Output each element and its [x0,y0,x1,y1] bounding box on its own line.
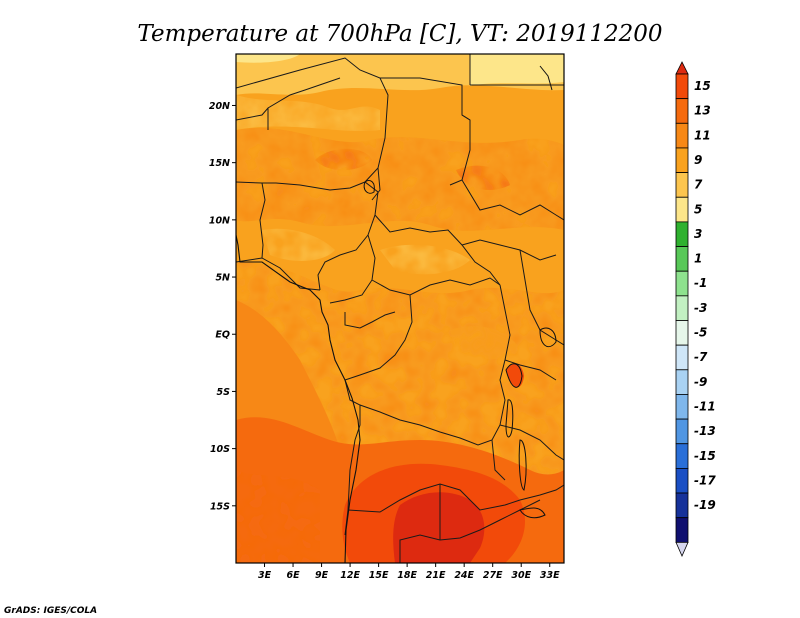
x-tick-label: 18E [397,570,417,581]
x-tick-label: 27E [483,570,503,581]
colorbar-cell [675,246,689,272]
colorbar-cell [675,73,689,100]
colorbar-label: -5 [694,326,707,340]
colorbar: 15 13 11 9 7 5 3 1 -1 -3 -5 -7 -9 -11 -13 -15 -17 -19 [675,61,716,557]
x-tick-label: 3E [258,570,272,581]
y-tick-label: 5N [215,273,230,284]
credit-label: GrADS: IGES/COLA [4,606,97,616]
colorbar-cell [675,467,689,494]
colorbar-cell [675,369,689,395]
colorbar-label: -11 [694,399,716,413]
colorbar-cell [675,122,689,149]
y-tick-label: 10S [210,444,230,455]
chart-title: Temperature at 700hPa [C], VT: 201911220… [137,21,662,47]
colorbar-label: 3 [694,227,702,241]
y-tick-label: 20N [209,101,230,112]
country-borders [236,54,564,563]
x-tick-label: 15E [369,570,389,581]
colorbar-label: 7 [694,178,703,192]
colorbar-cell [675,295,689,321]
colorbar-label: -13 [694,424,716,438]
colorbar-label: 1 [694,252,702,266]
x-tick-label: 33E [540,570,560,581]
colorbar-label: -1 [694,276,707,290]
x-tick-label: 30E [511,570,531,581]
coastline [236,234,361,563]
colorbar-label: 15 [694,79,711,93]
y-tick-label: 10N [209,215,230,226]
y-tick-label: 15N [209,158,230,169]
colorbar-cell [675,196,689,223]
colorbar-cell [675,418,689,445]
map-frame [235,53,565,564]
colorbar-label: -15 [694,449,716,463]
colorbar-cell [675,270,689,297]
colorbar-label: 5 [694,202,702,216]
x-tick-label: 21E [426,570,446,581]
colorbar-cell [675,344,689,371]
x-tick-label: 9E [315,570,329,581]
colorbar-label: -7 [694,350,708,364]
y-axis: 20N 15N 10N 5N EQ 5S 10S 15S [209,101,236,512]
colorbar-label: -3 [694,301,707,315]
colorbar-label: 13 [694,104,711,118]
colorbar-label: -17 [694,473,716,487]
colorbar-label: -19 [694,498,716,512]
lakes [363,179,557,519]
x-tick-label: 12E [340,570,360,581]
colorbar-cell [675,443,689,469]
colorbar-cell [675,394,689,420]
y-tick-label: 5S [217,387,231,398]
y-tick-label: 15S [210,501,230,512]
y-tick-label: EQ [215,330,230,341]
colorbar-label: 11 [694,128,711,142]
colorbar-cell [675,172,689,198]
colorbar-cell [675,320,689,346]
x-tick-label: 24E [454,570,474,581]
temperature-field [236,54,564,563]
x-tick-label: 6E [286,570,300,581]
colorbar-label: -9 [694,375,707,389]
colorbar-label: 9 [694,153,702,167]
colorbar-cell [675,492,689,519]
colorbar-cell [675,517,689,543]
colorbar-cell [675,98,689,124]
colorbar-cell [675,147,689,173]
x-axis: 3E 6E 9E 12E 15E 18E 21E 24E 27E 30E 33E [258,563,560,581]
colorbar-cell [675,541,689,557]
colorbar-cell [675,61,689,75]
colorbar-cell [675,221,689,247]
